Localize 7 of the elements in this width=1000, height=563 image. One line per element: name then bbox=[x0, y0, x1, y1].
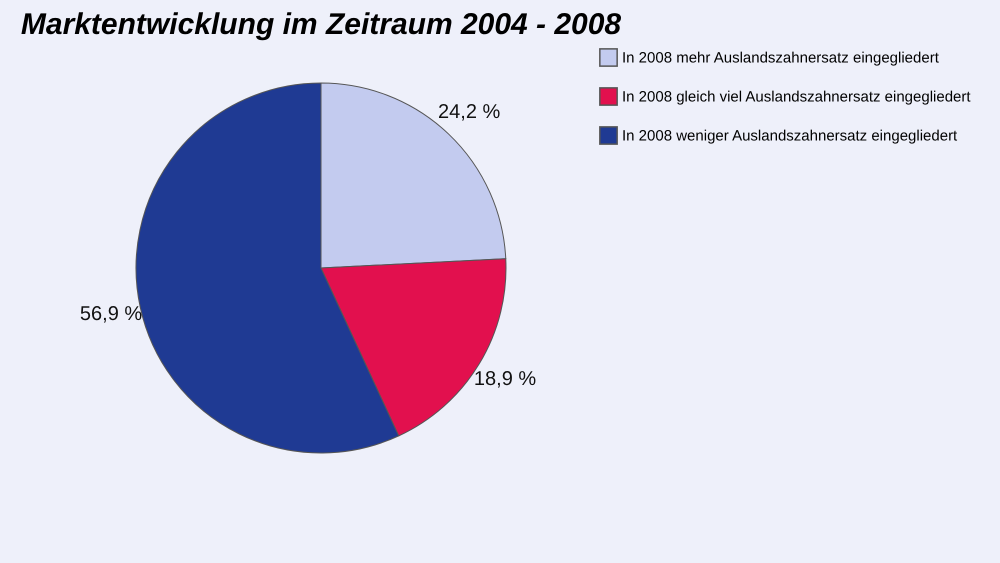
legend-label: In 2008 mehr Auslandszahnersatz eingegliedert bbox=[622, 50, 940, 66]
data-label: 24,2 % bbox=[438, 101, 501, 124]
legend-label: In 2008 weniger Auslandszahnersatz eingegliedert bbox=[622, 128, 958, 144]
data-label: 56,9 % bbox=[80, 303, 142, 326]
chart-title: Marktentwicklung im Zeitraum 2004 - 2008 bbox=[20, 8, 622, 41]
data-label: 18,9 % bbox=[474, 368, 536, 390]
legend-label: In 2008 gleich viel Auslandszahnersatz eingegliedert bbox=[622, 88, 972, 106]
